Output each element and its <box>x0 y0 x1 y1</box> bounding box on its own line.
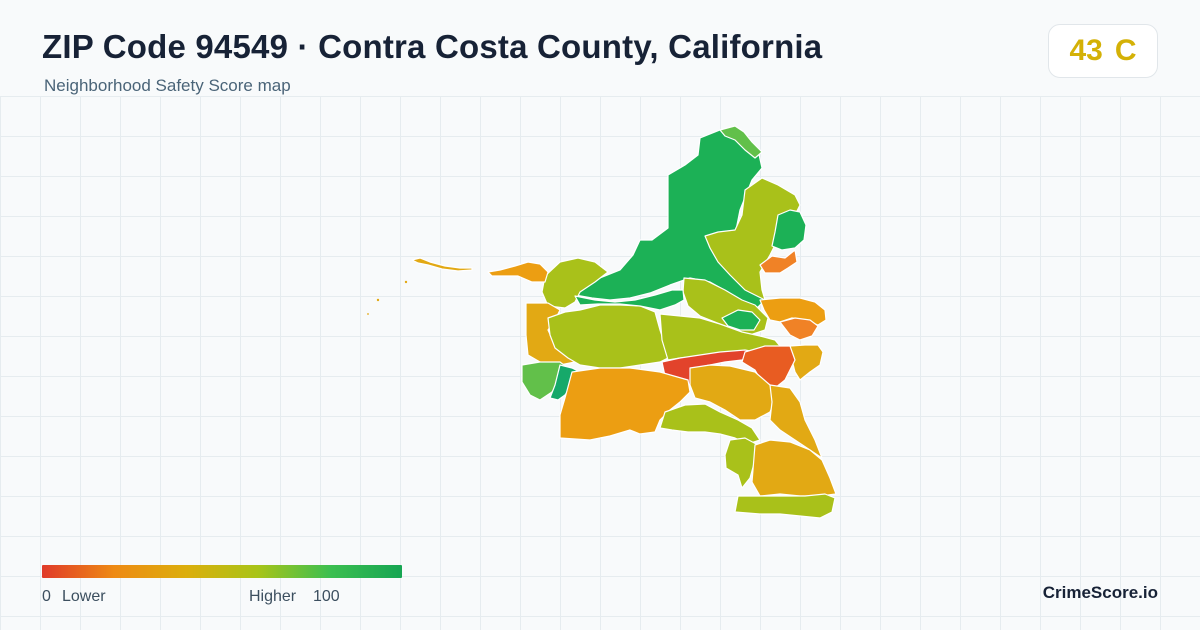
brand-logo-text[interactable]: CrimeScore.io <box>1042 583 1158 602</box>
map-region-red-east[interactable] <box>741 345 796 389</box>
header-background <box>0 0 1200 96</box>
map-region-west-orange-strip[interactable] <box>487 261 549 283</box>
map-region-east-amber[interactable] <box>789 344 824 381</box>
score-grade: C <box>1114 34 1137 67</box>
map-region-north[interactable] <box>574 127 766 311</box>
map-region-northeast[interactable] <box>704 177 801 301</box>
legend-high-label: Higher <box>249 588 297 605</box>
map-region-northwest-green[interactable] <box>574 289 685 311</box>
map-region-east-small-orange[interactable] <box>759 249 798 274</box>
map-speck <box>404 280 408 284</box>
map-region-bottom-lime[interactable] <box>734 493 836 519</box>
safety-score-badge: 43 C <box>1048 24 1158 78</box>
map-region-center-green-2[interactable] <box>721 309 761 331</box>
map-region-north-tip[interactable] <box>719 125 763 159</box>
map-region-east-orange-2[interactable] <box>779 317 819 341</box>
map-speck <box>376 298 380 302</box>
map-region-south-amber[interactable] <box>689 364 776 421</box>
score-value: 43 <box>1069 34 1103 67</box>
legend-low-label: Lower <box>62 588 106 605</box>
map-region-south-big-orange[interactable] <box>559 367 691 441</box>
map-speck <box>367 313 369 315</box>
legend-color-scale <box>42 565 402 578</box>
map-region-far-south[interactable] <box>751 439 837 497</box>
map-region-south-stripe[interactable] <box>724 437 759 489</box>
map-region-east-orange[interactable] <box>759 297 827 326</box>
map-region-far-west-line[interactable] <box>411 257 473 272</box>
page-subtitle: Neighborhood Safety Score map <box>44 76 291 95</box>
map-region-east-green[interactable] <box>771 209 807 251</box>
map-region-southeast-amber[interactable] <box>769 384 823 459</box>
legend-high-value: 100 <box>313 588 340 605</box>
page-title: ZIP Code 94549 · Contra Costa County, Ca… <box>42 28 823 65</box>
legend-low-value: 0 <box>42 588 51 605</box>
